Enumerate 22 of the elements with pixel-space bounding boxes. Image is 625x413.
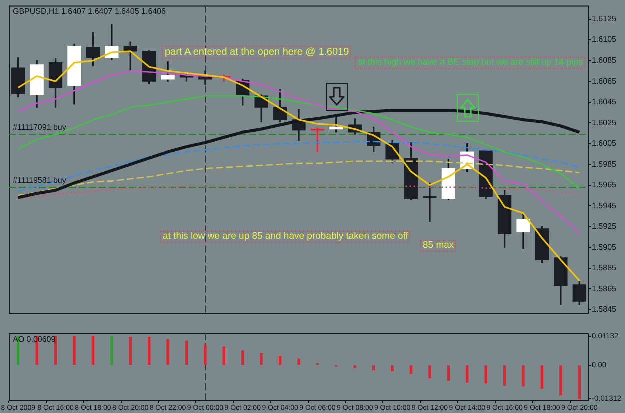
y-tick-label: 1.5865 [592, 284, 618, 294]
y-tick-label: 1.5985 [592, 160, 618, 169]
ref-line-label: #11117091 buy [13, 123, 66, 134]
annotation: at this low we are up 85 and have probably taken some off [160, 231, 410, 244]
annotation: 85 max [420, 240, 456, 252]
annotation: at this high we have a BE stop but we are still up 14 pips [355, 57, 586, 69]
y-tick-label: 1.6105 [592, 35, 618, 44]
y-tick-label: 1.5885 [592, 264, 618, 273]
chart-title: GBPUSD,H1 1.6407 1.6407 1.6405 1.6406 [13, 6, 166, 17]
y-tick-label: 1.5925 [592, 222, 618, 232]
y-tick-label: 1.6005 [592, 139, 618, 148]
y-tick-label: 1.5905 [592, 242, 618, 252]
y-tick-label: 1.5845 [592, 305, 618, 314]
annotation: part A entered at the open here @ 1.6019 [162, 46, 352, 59]
ref-line-label: #11119581 buy [13, 176, 66, 186]
y-tick-label: 1.5965 [592, 180, 618, 190]
y-tick-label: 1.6085 [592, 56, 618, 65]
y-tick-label: 1.6025 [592, 118, 618, 128]
y-tick-label: 1.6065 [592, 76, 618, 86]
y-tick-label: 1.5945 [592, 201, 618, 210]
y-tick-label: 1.6045 [592, 98, 618, 107]
y-tick-label: 1.6125 [592, 14, 618, 24]
